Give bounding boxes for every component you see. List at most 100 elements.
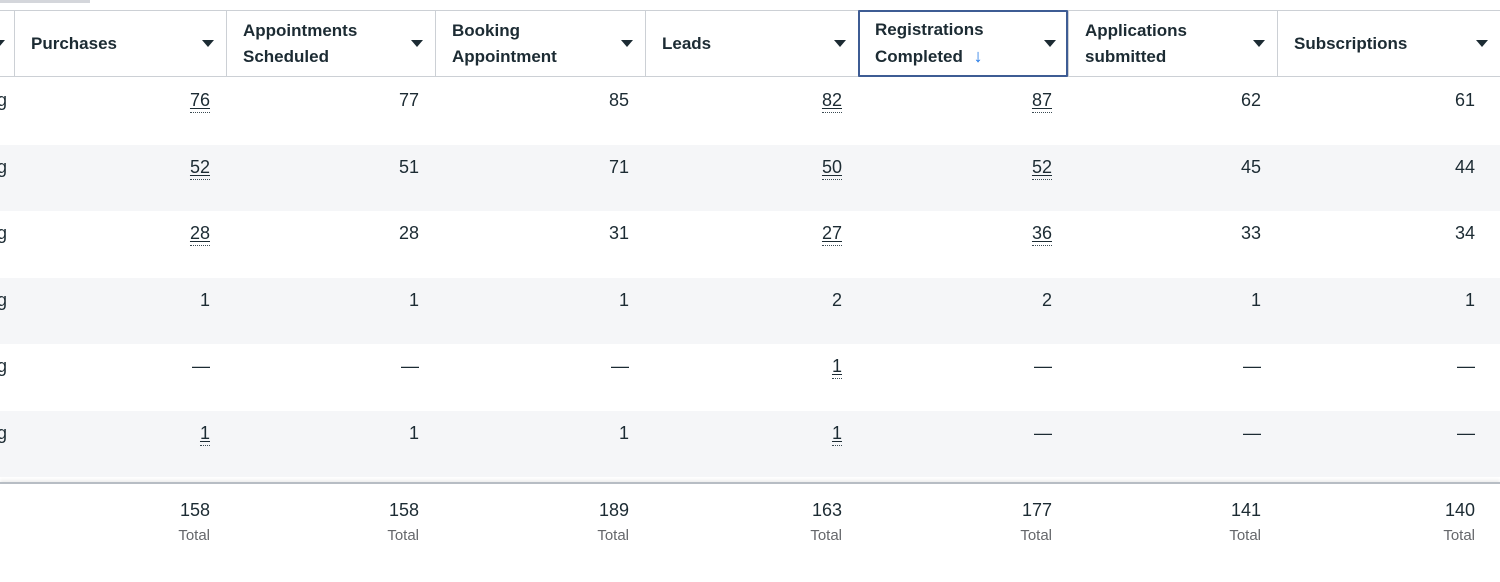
column-label: Leads (662, 33, 712, 53)
table-row: g 52 51 71 50 52 45 44 (0, 144, 1500, 212)
metric-cell-appointments: — (401, 356, 419, 376)
metric-cell-subscriptions: — (1457, 422, 1475, 443)
total-cell-subscriptions: 140 Total (1277, 484, 1500, 582)
column-header-applications-submitted[interactable]: Applications submitted (1068, 11, 1277, 76)
total-cell-appointments: 158 Total (226, 484, 435, 582)
metric-cell-booking: 85 (608, 90, 629, 110)
linked-value[interactable]: 52 (189, 156, 210, 180)
clipped-row-name-cell: g (0, 223, 8, 243)
clipped-row-name-cell: g (0, 90, 8, 110)
metric-cell-registrations: — (1034, 422, 1052, 443)
metric-cell-leads: 2 (831, 289, 842, 310)
metric-cell-booking: 71 (608, 156, 629, 177)
clipped-row-name-cell: g (0, 289, 8, 310)
clipped-ui-remnant (0, 0, 90, 3)
total-value: 158 (179, 500, 210, 520)
metric-cell-appointments: 51 (398, 156, 419, 177)
column-menu-chevron-icon[interactable] (621, 40, 633, 47)
total-label: Total (597, 527, 629, 544)
linked-value[interactable]: 82 (821, 89, 842, 113)
column-header-booking-appointment[interactable]: Booking Appointment (435, 11, 645, 76)
metric-cell-purchases: — (192, 356, 210, 376)
metric-cell-applications: — (1243, 356, 1261, 376)
clipped-column-header[interactable] (0, 11, 14, 76)
table-row: g 1 1 1 1 — — — (0, 410, 1500, 478)
clipped-row-name-cell: g (0, 422, 8, 443)
column-menu-chevron-icon[interactable] (834, 40, 846, 47)
metric-cell-booking: 1 (618, 422, 629, 443)
total-cell-booking: 189 Total (435, 484, 645, 582)
linked-value[interactable]: 27 (821, 222, 842, 246)
total-value: 163 (811, 500, 842, 520)
total-label: Total (178, 527, 210, 544)
total-label: Total (387, 527, 419, 544)
linked-value[interactable]: 1 (199, 422, 210, 446)
column-label: Purchases (31, 33, 117, 53)
metric-cell-subscriptions: 1 (1464, 289, 1475, 310)
metric-cell-purchases: 1 (14, 411, 226, 478)
column-menu-chevron-icon[interactable] (0, 40, 5, 47)
column-label: Appointments Scheduled (243, 20, 358, 66)
sort-descending-arrow-icon: ↓ (973, 46, 983, 66)
column-label: Applications submitted (1085, 20, 1188, 66)
total-label: Total (1229, 527, 1261, 544)
metric-cell-appointments: 1 (408, 289, 419, 310)
total-cell-leads: 163 Total (645, 484, 858, 582)
column-label: Registrations Completed ↓ (875, 20, 984, 66)
column-menu-chevron-icon[interactable] (411, 40, 423, 47)
column-header-leads[interactable]: Leads (645, 11, 858, 76)
metric-cell-purchases: 1 (199, 289, 210, 310)
table-row: g 1 1 1 2 2 1 1 (0, 277, 1500, 344)
metric-cell-booking: 1 (618, 289, 629, 310)
linked-value[interactable]: 28 (189, 222, 210, 246)
metric-cell-registrations: 52 (858, 145, 1068, 212)
metric-cell-appointments: 1 (408, 422, 419, 443)
clipped-row-name-cell: g (0, 156, 8, 177)
linked-value[interactable]: 76 (189, 89, 210, 113)
linked-value[interactable]: 1 (831, 355, 842, 379)
total-label: Total (810, 527, 842, 544)
metric-cell-leads: 27 (645, 211, 858, 278)
metric-cell-applications: 45 (1240, 156, 1261, 177)
total-cell-purchases: 158 Total (14, 484, 226, 582)
metric-cell-leads: 1 (645, 411, 858, 478)
metric-cell-booking: 31 (608, 223, 629, 243)
total-label: Total (1020, 527, 1052, 544)
metric-cell-applications: 62 (1240, 90, 1261, 110)
metric-cell-registrations: — (1034, 356, 1052, 376)
column-header-registrations-completed[interactable]: Registrations Completed ↓ (858, 11, 1068, 76)
metric-cell-leads: 50 (645, 145, 858, 212)
metric-cell-purchases: 52 (14, 145, 226, 212)
metric-cell-registrations: 36 (858, 211, 1068, 278)
column-label: Booking Appointment (452, 20, 557, 66)
metric-cell-leads: 82 (645, 78, 858, 145)
column-header-purchases[interactable]: Purchases (14, 11, 226, 76)
total-value: 177 (1021, 500, 1052, 520)
column-header-appointments-scheduled[interactable]: Appointments Scheduled (226, 11, 435, 76)
total-value: 141 (1230, 500, 1261, 520)
table-body: g 76 77 85 82 87 62 61 g 52 51 71 50 52 … (0, 78, 1500, 477)
metric-cell-appointments: 28 (398, 223, 419, 243)
total-value: 158 (388, 500, 419, 520)
metric-cell-applications: 1 (1250, 289, 1261, 310)
column-header-subscriptions[interactable]: Subscriptions (1277, 11, 1500, 76)
table-totals-row: 158 Total 158 Total 189 Total 163 Total … (0, 482, 1500, 582)
table-row: g 76 77 85 82 87 62 61 (0, 78, 1500, 145)
linked-value[interactable]: 36 (1031, 222, 1052, 246)
linked-value[interactable]: 52 (1031, 156, 1052, 180)
total-value: 140 (1444, 500, 1475, 520)
column-menu-chevron-icon[interactable] (1476, 40, 1488, 47)
metric-cell-appointments: 77 (398, 90, 419, 110)
total-value: 189 (598, 500, 629, 520)
linked-value[interactable]: 87 (1031, 89, 1052, 113)
linked-value[interactable]: 50 (821, 156, 842, 180)
linked-value[interactable]: 1 (831, 422, 842, 446)
metric-cell-purchases: 76 (14, 78, 226, 145)
metric-cell-subscriptions: 34 (1454, 223, 1475, 243)
total-label: Total (1443, 527, 1475, 544)
column-menu-chevron-icon[interactable] (1044, 40, 1056, 47)
column-menu-chevron-icon[interactable] (202, 40, 214, 47)
metric-cell-subscriptions: 61 (1454, 90, 1475, 110)
column-menu-chevron-icon[interactable] (1253, 40, 1265, 47)
metric-cell-purchases: 28 (14, 211, 226, 278)
